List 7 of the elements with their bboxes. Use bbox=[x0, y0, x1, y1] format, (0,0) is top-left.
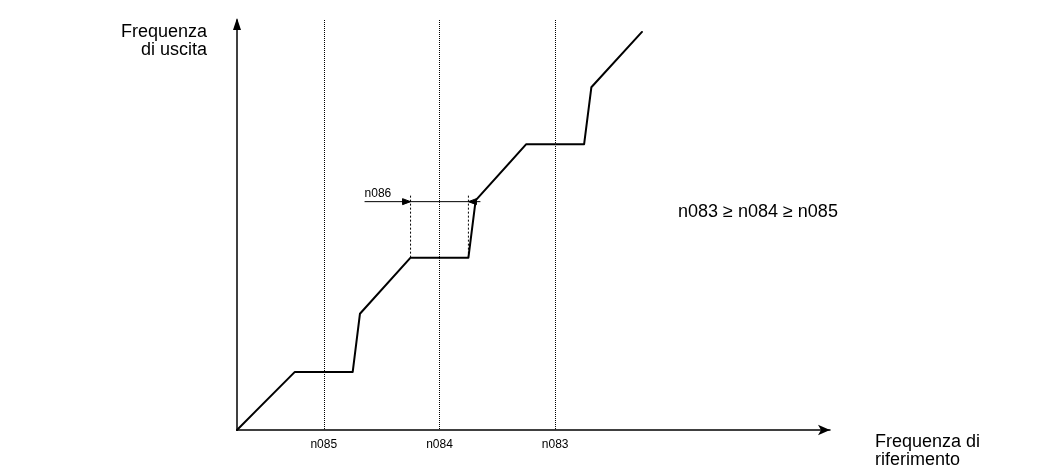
y-axis-title: Frequenza di uscita bbox=[120, 21, 208, 59]
annotation: n086 bbox=[364, 185, 392, 200]
x-tick-label: n083 bbox=[541, 437, 569, 451]
x-axis-title: Frequenza di riferimento bbox=[875, 431, 981, 468]
x-tick-label: n084 bbox=[426, 437, 454, 451]
x-tick-label: n085 bbox=[310, 437, 338, 451]
annotation: n083 ≥ n084 ≥ n085 bbox=[678, 201, 838, 221]
